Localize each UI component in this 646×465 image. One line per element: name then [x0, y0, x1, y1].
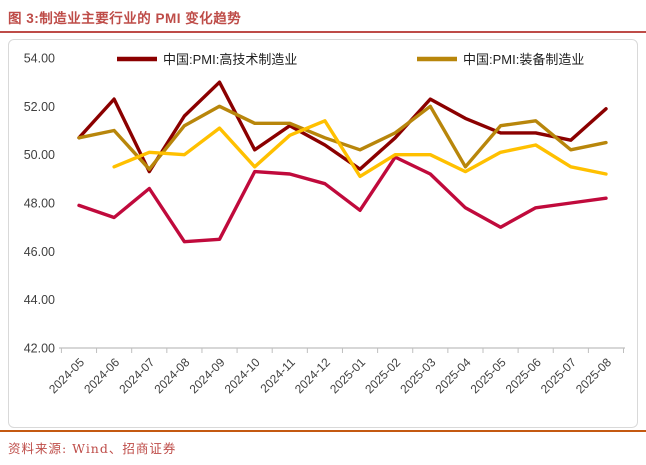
x-tick-label: 2025-06: [503, 355, 544, 396]
y-tick-label: 46.00: [24, 245, 55, 259]
x-tick-label: 2024-09: [187, 355, 228, 396]
x-tick-label: 2025-03: [397, 355, 438, 396]
x-tick-label: 2025-04: [433, 355, 474, 396]
footer-divider: [0, 430, 646, 432]
series-line-2: [77, 155, 608, 244]
series-line-0: [77, 80, 608, 174]
x-tick-label: 2024-08: [151, 355, 192, 396]
pmi-chart-container: 54.00 52.00 50.00 48.00 46.00 44.00 42.00 2024-…: [8, 39, 638, 428]
x-tick-label: 2025-01: [327, 355, 368, 396]
y-tick-label: 44.00: [24, 293, 55, 307]
y-tick-label: 48.00: [24, 197, 55, 211]
series-line-1: [77, 104, 608, 171]
y-tick-label: 50.00: [24, 148, 55, 162]
y-tick-label: 52.00: [24, 100, 55, 114]
x-tick-label: 2024-10: [222, 355, 263, 396]
x-tick-label: 2024-07: [116, 355, 157, 396]
x-tick-label: 2025-05: [468, 355, 509, 396]
x-tick-label: 2024-05: [46, 355, 87, 396]
series-line-3: [112, 119, 608, 179]
x-tick-label: 2025-07: [538, 355, 579, 396]
legend-label-1: 中国:PMI:装备制造业: [463, 52, 584, 67]
x-tick-label: 2025-08: [573, 355, 614, 396]
x-tick-label: 2024-11: [257, 355, 298, 396]
x-tick-label: 2024-12: [292, 355, 333, 396]
x-tick-label: 2024-06: [81, 355, 122, 396]
y-tick-label: 42.00: [24, 342, 55, 356]
y-tick-label: 54.00: [24, 52, 55, 66]
data-source-note: 资料来源: Wind、招商证券: [8, 441, 177, 456]
x-tick-label: 2025-02: [362, 355, 403, 396]
legend-label-0: 中国:PMI:高技术制造业: [163, 52, 297, 67]
pmi-line-chart: 54.0052.0050.0048.0046.0044.0042.002024-…: [24, 52, 625, 396]
title-divider: [0, 31, 646, 33]
chart-title: 图 3:制造业主要行业的 PMI 变化趋势: [8, 11, 242, 26]
